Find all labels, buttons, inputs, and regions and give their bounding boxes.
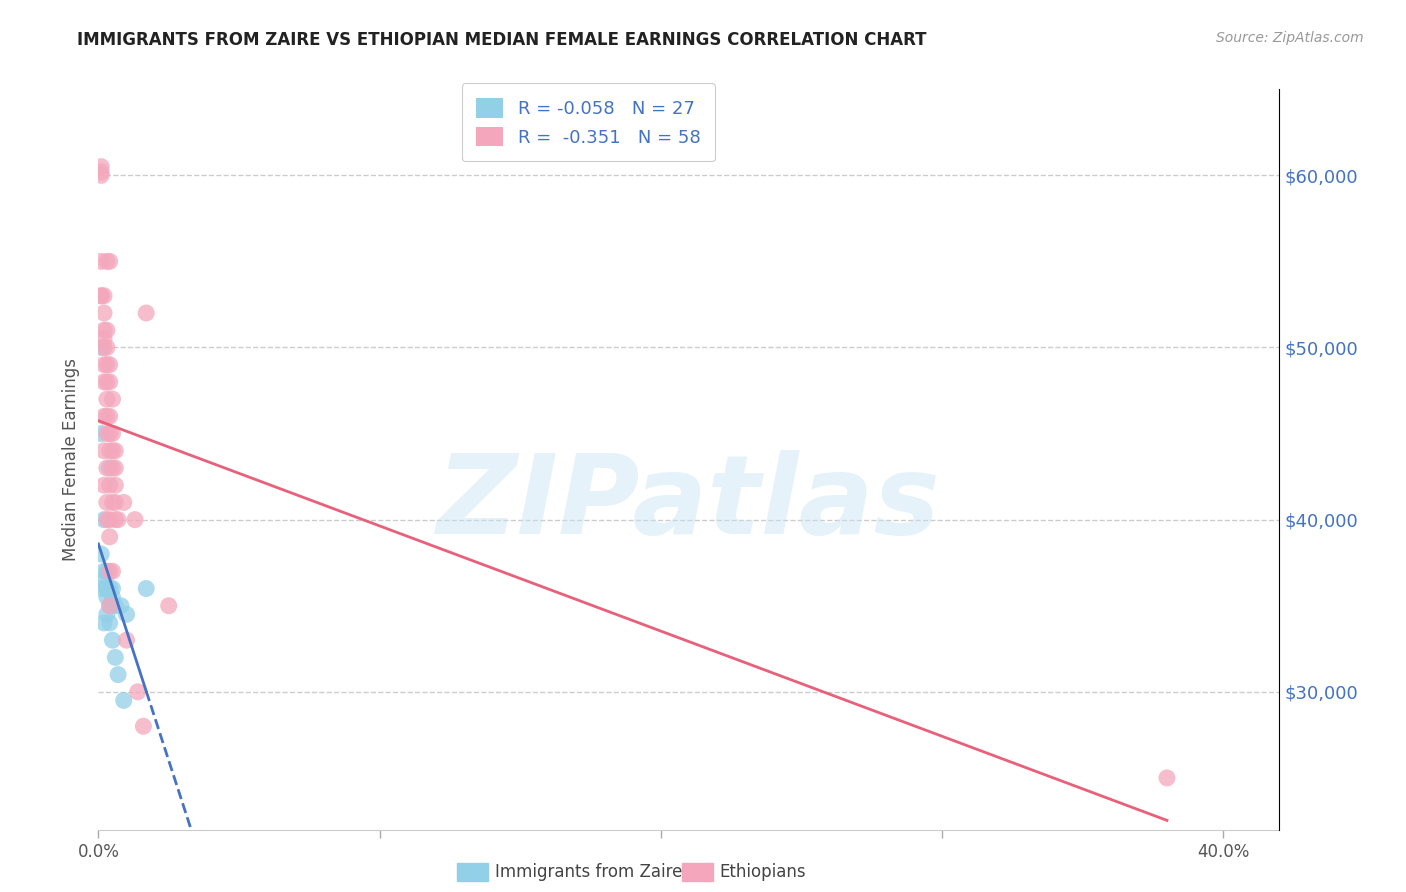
Point <box>107 513 129 527</box>
Point <box>98 615 121 630</box>
Point <box>90 165 112 179</box>
Text: Ethiopians: Ethiopians <box>720 863 807 881</box>
Y-axis label: Median Female Earnings: Median Female Earnings <box>62 358 80 561</box>
Point <box>132 719 155 733</box>
Point <box>101 443 124 458</box>
Point <box>98 478 121 492</box>
Point <box>93 358 115 372</box>
Point <box>96 341 118 355</box>
Point <box>93 375 115 389</box>
Point <box>96 375 118 389</box>
Point <box>93 513 115 527</box>
Point <box>98 375 121 389</box>
Point <box>104 495 127 509</box>
Point <box>96 582 118 596</box>
Point <box>93 573 115 587</box>
Point <box>101 426 124 441</box>
Point <box>101 564 124 578</box>
Point <box>96 590 118 604</box>
Point <box>98 461 121 475</box>
Text: Source: ZipAtlas.com: Source: ZipAtlas.com <box>1216 31 1364 45</box>
Point <box>93 332 115 346</box>
Point <box>98 426 121 441</box>
Point <box>93 478 115 492</box>
Point <box>96 358 118 372</box>
Text: IMMIGRANTS FROM ZAIRE VS ETHIOPIAN MEDIAN FEMALE EARNINGS CORRELATION CHART: IMMIGRANTS FROM ZAIRE VS ETHIOPIAN MEDIA… <box>77 31 927 49</box>
Point <box>104 443 127 458</box>
Point <box>93 306 115 320</box>
Point <box>101 392 124 406</box>
Point <box>112 495 135 509</box>
Point <box>96 254 118 268</box>
Point <box>93 409 115 424</box>
Point <box>90 169 112 183</box>
Point <box>101 461 124 475</box>
Point <box>93 289 115 303</box>
Text: Immigrants from Zaire: Immigrants from Zaire <box>495 863 682 881</box>
Point <box>124 513 146 527</box>
Point <box>90 426 112 441</box>
Point <box>104 650 127 665</box>
Point <box>96 607 118 622</box>
Point <box>96 461 118 475</box>
Point <box>112 693 135 707</box>
Point <box>96 426 118 441</box>
Point <box>98 409 121 424</box>
Point <box>93 323 115 337</box>
Point <box>96 513 118 527</box>
Point <box>104 513 127 527</box>
Point <box>110 599 132 613</box>
Point <box>93 443 115 458</box>
Point <box>96 323 118 337</box>
Point <box>90 289 112 303</box>
Point <box>96 392 118 406</box>
Point <box>115 607 138 622</box>
Point <box>104 478 127 492</box>
Point <box>135 306 157 320</box>
Point <box>101 633 124 648</box>
Point <box>96 564 118 578</box>
Point <box>1156 771 1178 785</box>
Point <box>101 582 124 596</box>
Point <box>93 341 115 355</box>
Point <box>135 582 157 596</box>
Legend: R = -0.058   N = 27, R =  -0.351   N = 58: R = -0.058 N = 27, R = -0.351 N = 58 <box>461 84 714 161</box>
Point <box>127 685 149 699</box>
Point <box>98 582 121 596</box>
Point <box>90 582 112 596</box>
Point <box>93 564 115 578</box>
Point <box>98 564 121 578</box>
Point <box>96 495 118 509</box>
Point <box>98 254 121 268</box>
Point <box>98 599 121 613</box>
Point <box>93 615 115 630</box>
Point <box>98 358 121 372</box>
Point <box>90 160 112 174</box>
Point <box>101 495 124 509</box>
Point <box>98 443 121 458</box>
Point <box>96 409 118 424</box>
Text: ZIPatlas: ZIPatlas <box>437 450 941 558</box>
Point <box>90 289 112 303</box>
Point <box>107 667 129 681</box>
Point <box>104 461 127 475</box>
Point <box>90 547 112 561</box>
Point <box>96 582 118 596</box>
Point <box>90 341 112 355</box>
Point <box>115 633 138 648</box>
Point <box>98 599 121 613</box>
Point <box>98 513 121 527</box>
Point <box>90 254 112 268</box>
Point <box>104 599 127 613</box>
Point <box>157 599 180 613</box>
Point <box>98 530 121 544</box>
Point <box>101 590 124 604</box>
